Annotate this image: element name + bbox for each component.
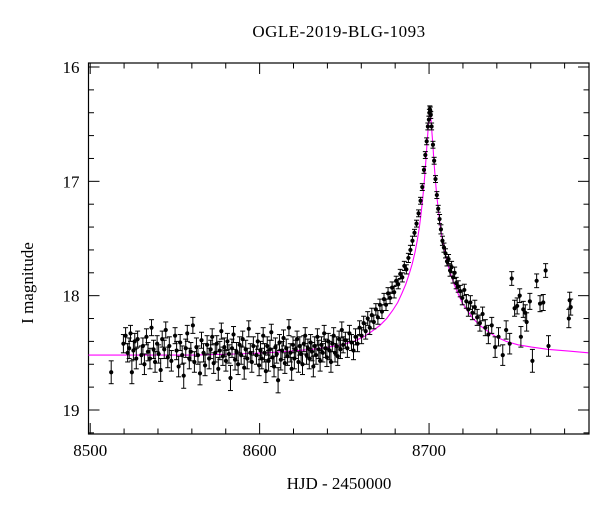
tick-labels: 8500 8600 8700 16 17 18 19 <box>63 58 447 460</box>
data-points <box>109 107 573 383</box>
y-tick-label: 18 <box>63 287 80 306</box>
x-axis-title: HJD - 2450000 <box>286 474 392 493</box>
axis-ticks <box>88 63 589 434</box>
chart-title: OGLE-2019-BLG-1093 <box>252 22 426 41</box>
y-tick-label: 19 <box>63 401 80 420</box>
x-tick-label: 8700 <box>412 441 446 460</box>
model-curve <box>88 110 589 356</box>
x-tick-label: 8600 <box>243 441 277 460</box>
x-tick-label: 8500 <box>73 441 107 460</box>
y-tick-label: 16 <box>63 58 80 77</box>
plot-frame <box>87 62 590 435</box>
y-tick-label: 17 <box>63 172 81 191</box>
